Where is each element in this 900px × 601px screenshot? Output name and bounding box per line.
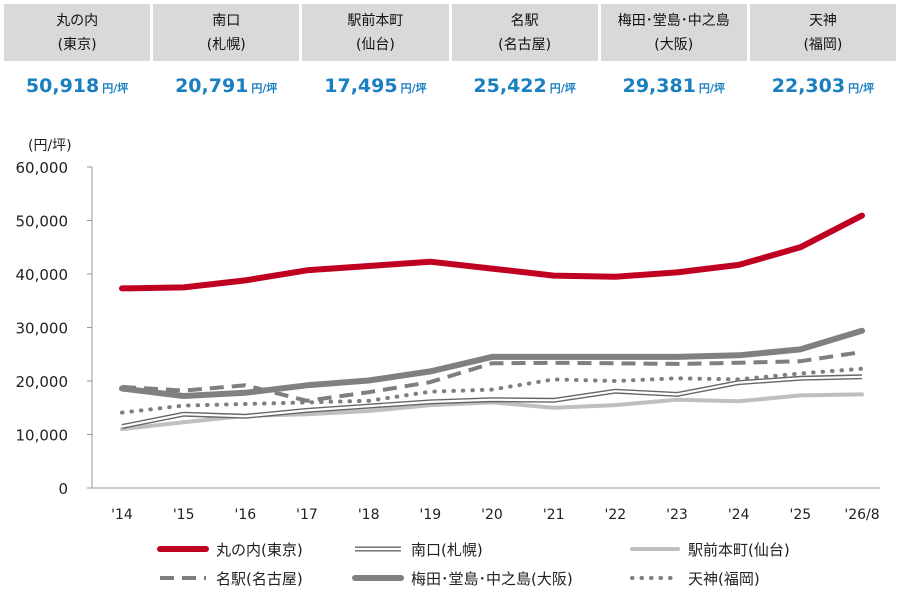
x-tick-label: '21 [543,507,565,523]
x-tick-label: '18 [358,507,380,523]
summary-col-tenjin: 天神 (福岡) 22,303 円/坪 [749,4,897,110]
series-line [119,212,865,292]
y-tick-label: 30,000 [16,320,69,338]
legend-item: 丸の内(東京) [157,541,303,559]
y-tick-label: 60,000 [16,159,69,177]
x-tick-label: '17 [296,507,318,523]
summary-header: 駅前本町 (仙台) [302,4,449,61]
rent-value: 50,918 [25,74,100,97]
chart-legend: 丸の内(東京) 南口(札幌) 駅前本町(仙台) 名駅(名古屋) 梅田･堂島･中之島(大阪… [157,541,790,588]
series-layer [119,212,865,432]
y-tick-label: 0 [58,480,68,498]
area-city: (大阪) [654,36,694,53]
chart-axes: 0 10,000 20,000 30,000 40,000 50,000 60,000 '14… [16,159,880,523]
rent-unit: 円/坪 [549,81,576,95]
x-tick-label: '19 [419,507,441,523]
legend-label: 梅田･堂島･中之島(大阪) [411,570,573,588]
x-tick-label: '15 [173,507,195,523]
x-tick-label: '23 [666,507,688,523]
summary-header: 梅田･堂島･中之島 (大阪) [600,4,747,61]
series-line [121,350,863,403]
series-3 [121,350,863,403]
rent-value: 20,791 [175,74,249,97]
x-tick-label: '20 [481,507,503,523]
rent-value: 25,422 [473,74,547,97]
rent-value: 29,381 [622,74,696,97]
legend-item: 天神(福岡) [630,570,760,588]
x-tick-label: '26/8 [844,507,879,523]
summary-col-meieki: 名駅 (名古屋) 25,422 円/坪 [451,4,598,110]
area-name: 名駅 [510,12,539,29]
summary-value: 29,381 円/坪 [601,61,747,110]
y-tick-label: 10,000 [16,427,69,445]
area-name: 南口 [212,12,241,29]
legend-label: 丸の内(東京) [216,541,303,559]
x-tick-label: '22 [604,507,626,523]
rent-value: 22,303 [771,74,846,97]
rent-unit: 円/坪 [698,81,725,95]
area-name: 駅前本町 [347,12,404,29]
summary-col-marunouchi: 丸の内 (東京) 50,918 円/坪 [4,4,151,110]
summary-value: 25,422 円/坪 [452,61,598,110]
y-tick-label: 40,000 [16,266,69,284]
series-4 [119,327,865,399]
area-city: (福岡) [803,36,843,53]
series-line-inner [121,375,863,428]
y-tick-label: 20,000 [16,373,69,391]
x-tick-label: '14 [111,507,133,523]
series-line [119,327,865,399]
summary-header: 天神 (福岡) [749,4,897,61]
legend-item: 名駅(名古屋) [160,570,303,588]
area-city: (札幌) [206,36,246,53]
summary-value: 20,791 円/坪 [153,61,299,110]
x-tick-label: '16 [234,507,256,523]
summary-value: 22,303 円/坪 [750,61,896,110]
legend-label: 南口(札幌) [411,541,483,559]
rent-unit: 円/坪 [848,81,875,95]
summary-col-umeda: 梅田･堂島･中之島 (大阪) 29,381 円/坪 [600,4,747,110]
legend-label: 駅前本町(仙台) [688,541,790,559]
rent-unit: 円/坪 [251,81,278,95]
summary-header: 名駅 (名古屋) [451,4,598,61]
legend-item: 南口(札幌) [355,541,483,559]
summary-value: 50,918 円/坪 [4,61,150,110]
area-name: 天神 [808,12,837,29]
area-name: 梅田･堂島･中之島 [617,12,730,29]
y-tick-label: 50,000 [16,213,69,231]
legend-label: 名駅(名古屋) [216,570,303,588]
price-summary-table: 丸の内 (東京) 50,918 円/坪 南口 (札幌) 20,791 円/坪 駅前本… [4,4,897,110]
legend-item: 梅田･堂島･中之島(大阪) [352,570,573,588]
series-1 [121,374,863,429]
summary-col-minamiguchi: 南口 (札幌) 20,791 円/坪 [153,4,300,110]
summary-col-ekimaehonmachi: 駅前本町 (仙台) 17,495 円/坪 [302,4,449,110]
rent-value: 17,495 [324,74,398,97]
legend-item: 駅前本町(仙台) [630,541,790,559]
summary-header: 丸の内 (東京) [4,4,151,61]
area-city: (東京) [57,36,97,53]
x-tick-label: '24 [728,507,750,523]
summary-value: 17,495 円/坪 [302,61,448,110]
x-tick-label: '25 [789,507,811,523]
area-city: (仙台) [355,36,395,53]
legend-label: 天神(福岡) [688,570,760,588]
rent-unit: 円/坪 [400,81,427,95]
summary-header: 南口 (札幌) [153,4,300,61]
y-axis-label: (円/坪) [28,138,72,154]
rent-unit: 円/坪 [102,81,129,95]
area-name: 丸の内 [56,12,99,29]
series-line [120,366,864,415]
area-city: (名古屋) [498,36,552,53]
series-5 [120,366,864,415]
series-0 [119,212,865,292]
